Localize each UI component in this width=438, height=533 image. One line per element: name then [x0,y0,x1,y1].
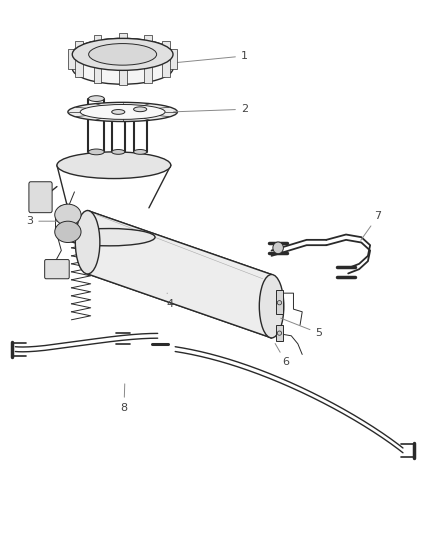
Ellipse shape [80,104,165,119]
Ellipse shape [259,274,284,338]
Ellipse shape [55,204,81,225]
Bar [75,56,83,77]
FancyBboxPatch shape [29,182,52,213]
Text: 2: 2 [173,104,248,114]
Bar [93,62,101,83]
Ellipse shape [134,150,147,155]
Text: 5: 5 [281,318,322,338]
Polygon shape [88,211,272,338]
Ellipse shape [68,102,177,122]
Bar [169,49,177,69]
Bar [144,35,152,55]
Bar [68,49,76,69]
Ellipse shape [72,52,173,84]
Text: 6: 6 [275,344,290,367]
Bar [94,35,102,55]
Text: 3: 3 [26,216,72,226]
Text: 4: 4 [166,293,173,309]
Ellipse shape [64,229,155,246]
Ellipse shape [88,96,104,101]
Ellipse shape [277,331,282,335]
FancyBboxPatch shape [45,260,69,279]
Bar [75,41,83,61]
Text: 1: 1 [165,51,248,63]
Polygon shape [276,290,283,314]
Ellipse shape [88,44,157,65]
Bar [144,62,152,83]
Bar [162,41,170,61]
Ellipse shape [112,110,125,115]
Ellipse shape [75,211,100,274]
Text: 8: 8 [120,384,127,413]
Ellipse shape [57,152,171,179]
Ellipse shape [88,149,104,155]
Ellipse shape [277,301,282,305]
Bar [119,33,127,53]
Ellipse shape [55,221,81,243]
Bar [162,56,170,77]
Ellipse shape [134,107,147,112]
Ellipse shape [273,242,283,254]
Ellipse shape [112,150,125,155]
Polygon shape [276,325,283,341]
Text: 7: 7 [361,211,381,240]
Bar [119,64,127,85]
Ellipse shape [72,38,173,70]
